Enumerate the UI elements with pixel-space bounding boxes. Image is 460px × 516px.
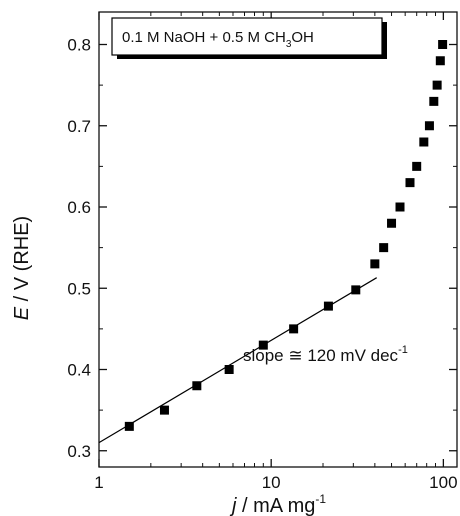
y-tick-label: 0.3 [67, 442, 91, 461]
data-point [405, 178, 415, 188]
data-point [438, 40, 448, 49]
plot-frame [98, 11, 458, 468]
y-tick-label: 0.4 [67, 361, 91, 380]
data-point [379, 243, 389, 253]
data-points [124, 40, 448, 431]
data-point [395, 202, 405, 212]
data-point [435, 56, 445, 66]
y-axis-title: E / V (RHE) [11, 216, 33, 320]
y-ticks: 0.3 0.4 0.5 0.6 0.7 0.8 [67, 36, 457, 461]
y-tick-label: 0.7 [67, 117, 91, 136]
y-minor-ticks [99, 84, 457, 411]
x-minor-ticks [150, 12, 436, 467]
data-point [289, 324, 299, 334]
data-point [387, 218, 397, 228]
data-point [370, 259, 380, 269]
data-point [351, 285, 361, 295]
legend-box [111, 17, 383, 56]
y-tick-label: 0.8 [67, 36, 91, 55]
legend-text: 0.1 M NaOH + 0.5 M CH3OH [122, 29, 314, 50]
x-tick-label: 1 [94, 473, 103, 492]
data-point [224, 365, 234, 374]
x-tick-label: 10 [262, 473, 281, 492]
x-ticks: 1 10 100 [94, 12, 458, 492]
data-point [258, 340, 268, 350]
data-point [412, 161, 422, 171]
data-point [424, 121, 434, 131]
y-tick-label: 0.6 [67, 198, 91, 217]
data-point [429, 96, 439, 106]
x-tick-label: 100 [429, 473, 457, 492]
data-point [159, 405, 169, 415]
data-point [432, 80, 442, 90]
data-point [419, 137, 429, 147]
data-point [323, 301, 333, 311]
data-point [192, 381, 202, 391]
slope-annotation: slope ≅ 120 mV dec-1 [243, 344, 408, 365]
y-tick-label: 0.5 [67, 279, 91, 298]
x-axis-title: j / mA mg-1 [229, 492, 326, 516]
data-point [124, 421, 134, 431]
